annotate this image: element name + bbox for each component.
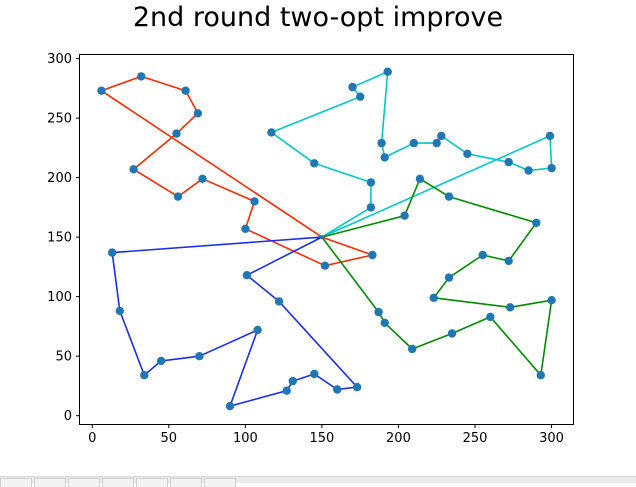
route-point: [242, 271, 252, 280]
x-axis: 0 50 100 150 200 250 300: [88, 424, 564, 446]
route-point: [352, 382, 362, 392]
route-point: [333, 385, 342, 394]
route-point: [195, 352, 204, 361]
y-tick-label: 50: [55, 350, 72, 365]
x-tick-label: 100: [233, 431, 258, 446]
depot-point: [319, 235, 324, 240]
x-tick-label: 0: [88, 431, 96, 446]
route-point: [310, 159, 319, 168]
y-tick-label: 300: [47, 52, 72, 67]
back-button[interactable]: [34, 478, 66, 487]
route-point: [198, 174, 207, 183]
route-point: [225, 401, 235, 411]
route-point: [253, 325, 262, 335]
route-line-1: [100, 75, 374, 267]
y-axis: 0 50 100 150 200 250 300: [47, 52, 80, 424]
route-point: [545, 131, 555, 141]
y-tick-label: 200: [47, 171, 72, 186]
route-point: [267, 128, 276, 137]
route-point: [447, 329, 457, 338]
route-plot: 0 50 100 150 200 250 300 0 50 100 150 200 250 300: [47, 52, 574, 446]
route-point: [129, 165, 138, 174]
y-tick-label: 150: [47, 231, 72, 246]
route-point: [115, 306, 125, 316]
route-point: [366, 178, 376, 187]
route-point: [478, 250, 487, 260]
route-point: [348, 82, 357, 92]
route-point: [444, 273, 454, 282]
forward-button[interactable]: [68, 478, 100, 487]
route-point: [368, 250, 377, 260]
route-point: [156, 356, 166, 366]
route-point: [536, 371, 545, 380]
route-point: [400, 211, 409, 220]
route-point: [193, 109, 203, 118]
route-point: [532, 218, 541, 227]
save-button[interactable]: [204, 478, 236, 487]
route-point: [173, 192, 183, 201]
route-point: [250, 197, 259, 206]
route-point: [374, 307, 383, 317]
y-tick-label: 0: [64, 409, 72, 424]
x-tick-label: 150: [309, 431, 334, 446]
configure-button[interactable]: [170, 478, 202, 487]
route-point: [274, 297, 284, 306]
y-tick-label: 250: [47, 112, 72, 127]
route-point: [486, 312, 495, 322]
route-point: [380, 153, 389, 162]
x-tick-label: 250: [463, 431, 488, 446]
route-point: [366, 203, 376, 212]
route-point: [429, 293, 438, 302]
y-tick-label: 100: [47, 290, 72, 305]
route-point: [172, 129, 181, 138]
route-point: [437, 131, 446, 141]
x-tick-label: 50: [161, 431, 178, 446]
route-point: [415, 174, 425, 183]
home-button[interactable]: [0, 478, 32, 487]
route-point: [432, 138, 441, 148]
route-point: [181, 86, 190, 95]
route-point: [377, 138, 386, 148]
route-point: [547, 296, 556, 305]
zoom-button[interactable]: [136, 478, 168, 487]
route-point: [356, 92, 365, 101]
route-point: [108, 248, 117, 257]
point-layer: [97, 67, 556, 411]
chart-title: 2nd round two-opt improve: [132, 2, 504, 33]
route-point: [140, 371, 149, 380]
route-line-3: [111, 236, 358, 407]
route-point: [241, 224, 250, 233]
x-tick-label: 300: [539, 431, 564, 446]
route-point: [504, 256, 513, 266]
route-point: [380, 318, 389, 327]
pan-button[interactable]: [102, 478, 134, 487]
route-point: [320, 261, 330, 270]
route-point: [506, 303, 515, 312]
route-point: [137, 72, 146, 81]
route-point: [288, 376, 297, 386]
route-point: [282, 386, 291, 395]
route-point: [310, 369, 319, 379]
x-tick-label: 200: [386, 431, 411, 446]
route-point: [547, 163, 556, 173]
route-point: [524, 166, 533, 175]
route-point: [383, 67, 392, 76]
route-point: [504, 157, 513, 167]
route-line-4: [321, 178, 553, 377]
route-point: [463, 149, 472, 158]
route-point: [409, 138, 418, 148]
route-point: [408, 344, 417, 354]
route-point: [444, 192, 454, 201]
route-point: [97, 86, 106, 95]
